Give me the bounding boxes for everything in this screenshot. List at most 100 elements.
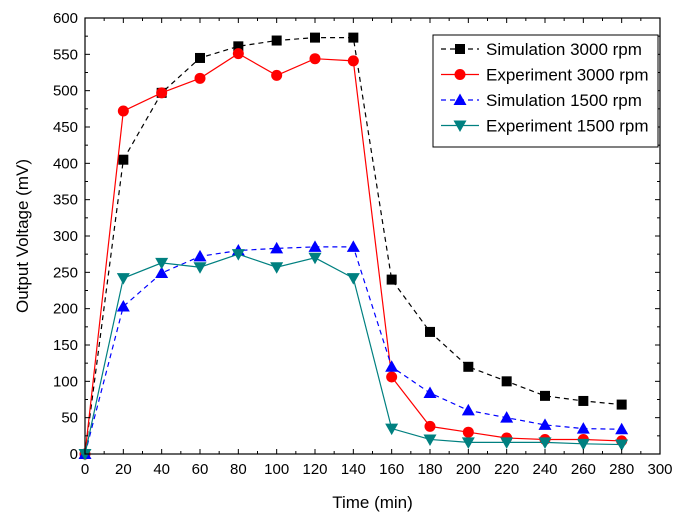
legend-label: Simulation 3000 rpm [486, 40, 642, 59]
data-point [423, 386, 437, 398]
y-tick-label: 500 [53, 83, 78, 100]
data-point [310, 32, 320, 43]
legend-marker [453, 120, 467, 132]
x-tick-label: 40 [153, 461, 170, 478]
data-point [308, 252, 322, 265]
data-point [538, 437, 552, 449]
data-point [385, 360, 399, 372]
y-tick-label: 400 [53, 155, 78, 172]
data-point [423, 434, 437, 446]
data-point [538, 418, 552, 430]
data-point [501, 376, 512, 387]
legend-label: Experiment 1500 rpm [486, 117, 649, 136]
series-line [84, 37, 622, 455]
series-3 [78, 249, 629, 461]
data-point [616, 399, 627, 410]
data-point [233, 41, 244, 52]
data-point [461, 403, 475, 416]
x-tick-label: 20 [115, 461, 132, 478]
data-point [155, 257, 169, 270]
data-point [576, 438, 590, 451]
legend-label: Experiment 3000 rpm [486, 66, 649, 85]
x-tick-label: 60 [192, 461, 209, 478]
series-1 [79, 48, 628, 460]
y-tick-label: 150 [53, 337, 78, 354]
data-point [576, 422, 590, 434]
y-tick-label: 200 [53, 301, 78, 318]
data-point [309, 53, 321, 65]
data-point [615, 422, 629, 435]
x-tick-label: 100 [264, 461, 289, 478]
y-tick-label: 100 [53, 373, 78, 390]
data-point [78, 449, 92, 461]
data-point [540, 390, 550, 401]
data-point [117, 105, 129, 117]
x-tick-label: 200 [456, 461, 481, 478]
data-point [386, 371, 398, 383]
y-tick-label: 350 [53, 192, 78, 209]
y-tick-label: 450 [53, 119, 78, 136]
data-point [463, 361, 474, 372]
data-point [271, 35, 282, 46]
x-tick-label: 180 [417, 461, 442, 478]
data-point [193, 262, 207, 274]
x-tick-label: 220 [494, 461, 519, 478]
data-point [386, 274, 397, 285]
data-point [118, 154, 129, 165]
y-tick-label: 600 [53, 10, 78, 27]
data-point [308, 240, 322, 252]
y-tick-label: 300 [53, 228, 78, 245]
data-point [347, 55, 359, 67]
data-point [346, 273, 360, 285]
x-tick-label: 80 [230, 461, 247, 478]
x-tick-label: 120 [302, 461, 327, 478]
plot-area [78, 32, 629, 461]
data-point [270, 241, 284, 254]
data-point [271, 69, 283, 81]
data-point [155, 266, 169, 279]
data-point [385, 423, 399, 436]
data-point [615, 439, 629, 452]
legend-label: Simulation 1500 rpm [486, 91, 642, 110]
legend: Simulation 3000 rpm Experiment 3000 rpm Si… [432, 34, 659, 148]
y-axis-label: Output Voltage (mV) [13, 159, 32, 313]
y-tick-label: 50 [61, 410, 78, 427]
legend-marker [455, 44, 465, 54]
legend-marker [454, 69, 466, 80]
data-point [231, 249, 245, 261]
data-point [270, 262, 284, 274]
x-tick-label: 140 [341, 461, 366, 478]
data-point [578, 395, 589, 406]
data-point [116, 299, 130, 312]
x-tick-label: 0 [81, 461, 89, 478]
data-point [462, 426, 474, 438]
y-tick-label: 0 [70, 446, 78, 463]
x-tick-label: 240 [532, 461, 557, 478]
series-0 [80, 32, 627, 459]
data-point [156, 87, 168, 99]
x-tick-label: 260 [571, 461, 596, 478]
data-point [193, 249, 207, 262]
y-tick-label: 550 [53, 46, 78, 63]
data-point [461, 437, 475, 449]
data-point [424, 420, 436, 432]
x-tick-label: 280 [609, 461, 634, 478]
x-tick-label: 300 [647, 461, 672, 478]
x-axis-label: Time (min) [332, 493, 413, 512]
data-point [232, 48, 244, 60]
legend-box [432, 34, 659, 148]
data-point [195, 52, 205, 63]
data-point [194, 72, 206, 84]
axes: 0 20 40 60 80 100 120 140 160 180 200 220 240 260 280 3… [53, 10, 673, 478]
data-point [116, 273, 130, 285]
data-point [346, 240, 360, 252]
data-point [500, 411, 514, 423]
y-tick-label: 250 [53, 264, 78, 281]
legend-marker [453, 93, 467, 105]
series-2 [78, 240, 629, 459]
data-point [500, 437, 514, 449]
data-point [348, 32, 359, 43]
x-tick-label: 160 [379, 461, 404, 478]
data-point [425, 326, 435, 337]
